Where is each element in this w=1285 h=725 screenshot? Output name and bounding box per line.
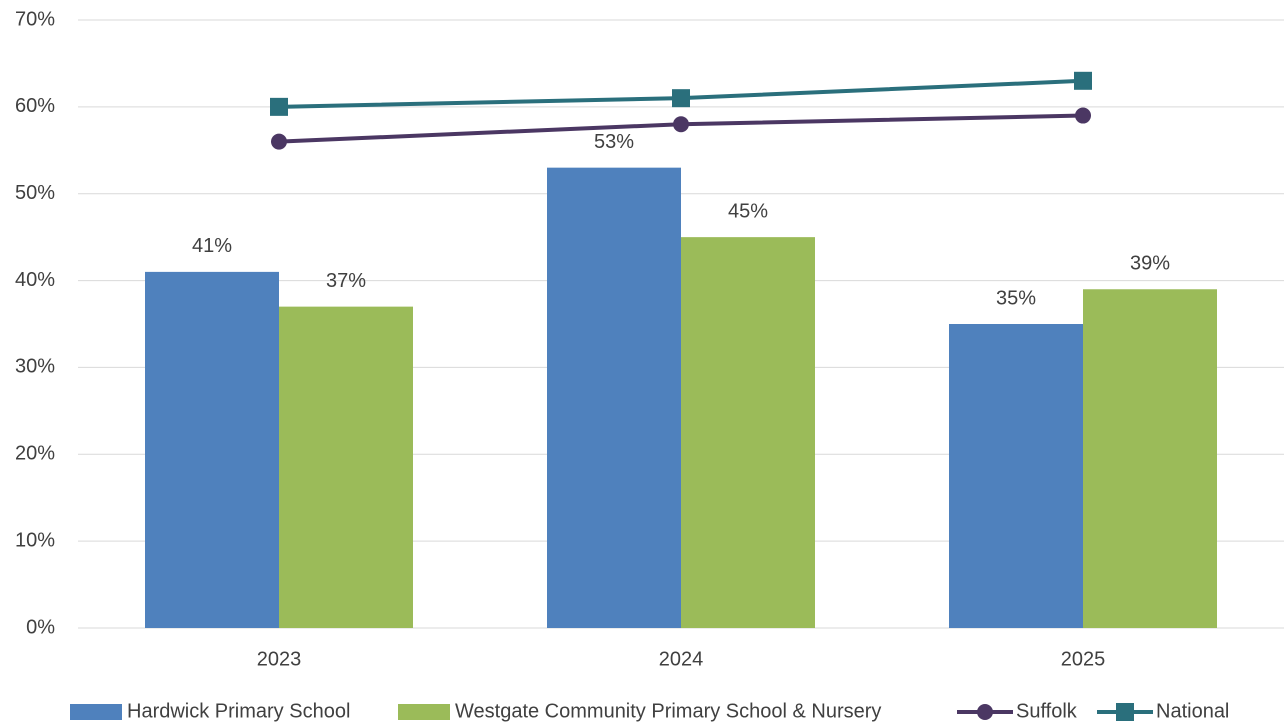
marker (673, 116, 689, 133)
marker (977, 704, 993, 720)
y-tick-label: 30% (15, 356, 55, 378)
legend-label: National (1156, 700, 1229, 722)
y-tick-label: 20% (15, 443, 55, 465)
y-tick-label: 10% (15, 529, 55, 551)
marker (1075, 107, 1091, 124)
data-label: 37% (326, 270, 366, 292)
legend-swatch (70, 704, 122, 720)
y-tick-label: 70% (15, 8, 55, 30)
y-tick-label: 50% (15, 182, 55, 204)
marker (1116, 703, 1134, 721)
legend-label: Hardwick Primary School (127, 700, 350, 722)
x-tick-label: 2024 (659, 648, 704, 670)
x-tick-label: 2023 (257, 648, 302, 670)
data-label: 35% (996, 287, 1036, 309)
y-tick-label: 60% (15, 95, 55, 117)
bar (681, 237, 815, 628)
legend-label: Suffolk (1016, 700, 1078, 722)
bar (145, 271, 279, 628)
y-tick-label: 40% (15, 269, 55, 291)
data-label: 53% (594, 131, 634, 153)
legend-swatch (398, 704, 450, 720)
legend-label: Westgate Community Primary School & Nurs… (455, 700, 881, 722)
data-label: 45% (728, 200, 768, 222)
bar (547, 167, 681, 628)
marker (672, 89, 690, 108)
data-label: 41% (192, 235, 232, 257)
x-tick-label: 2025 (1061, 648, 1106, 670)
bar (279, 306, 413, 628)
marker (271, 133, 287, 150)
bar (1083, 289, 1217, 628)
y-tick-label: 0% (26, 616, 55, 638)
data-label: 39% (1130, 253, 1170, 275)
marker (270, 97, 288, 116)
bar (949, 324, 1083, 628)
marker (1074, 71, 1092, 90)
